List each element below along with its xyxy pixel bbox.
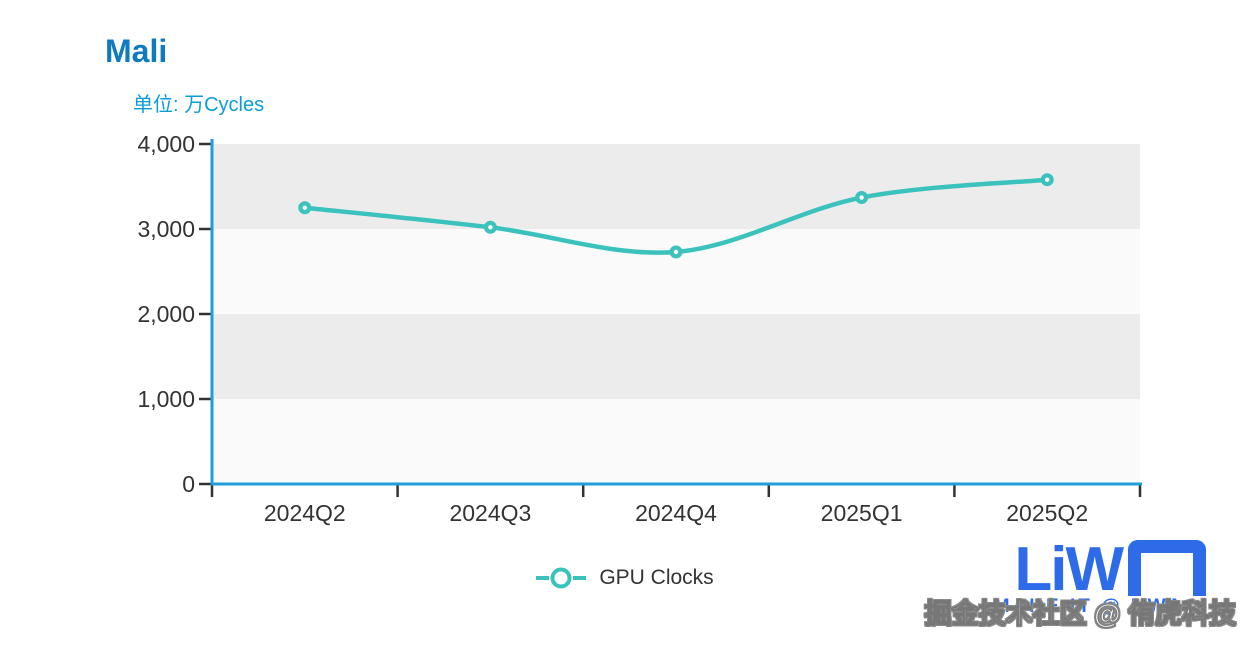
x-tick-label: 2024Q4 (635, 500, 717, 526)
x-tick-label: 2024Q2 (264, 500, 346, 526)
grid-band (212, 399, 1140, 484)
y-tick-label: 4,000 (137, 131, 195, 157)
legend-marker-icon (536, 567, 587, 589)
data-point-core (488, 225, 493, 230)
data-point-core (859, 195, 864, 200)
grid-band (212, 144, 1140, 229)
y-tick-label: 0 (182, 471, 195, 497)
unit-label: 单位: 万Cycles (133, 94, 265, 116)
legend-item-gpu-clocks[interactable]: GPU Clocks (536, 564, 714, 592)
uwa-logo: LiW (1014, 535, 1206, 604)
y-tick-label: 3,000 (137, 216, 195, 242)
watermark: LiW MAKE IT @ UWA 掘金技术社区 @ 侑虎科技 (922, 535, 1236, 644)
chart-legend: GPU Clocks (0, 564, 1250, 592)
data-point-core (673, 249, 679, 255)
y-tick-label: 1,000 (137, 386, 195, 412)
page-title: Mali (105, 33, 168, 69)
uwa-tagline: MAKE IT @ UWA (993, 596, 1185, 617)
y-tick-label: 2,000 (137, 301, 195, 327)
grid-band (212, 229, 1140, 314)
grid-band (212, 314, 1140, 399)
uwa-logo-text: LiW (1014, 535, 1124, 604)
data-point-core (1045, 177, 1050, 182)
uwa-logo-arch-glyph (1128, 540, 1206, 596)
x-tick-label: 2025Q2 (1006, 500, 1088, 526)
x-tick-label: 2024Q3 (449, 500, 531, 526)
data-point-core (302, 205, 307, 210)
watermark-overlay-text: 掘金技术社区 @ 侑虎科技 (924, 599, 1236, 630)
legend-label: GPU Clocks (599, 566, 714, 589)
x-tick-label: 2025Q1 (821, 500, 903, 526)
